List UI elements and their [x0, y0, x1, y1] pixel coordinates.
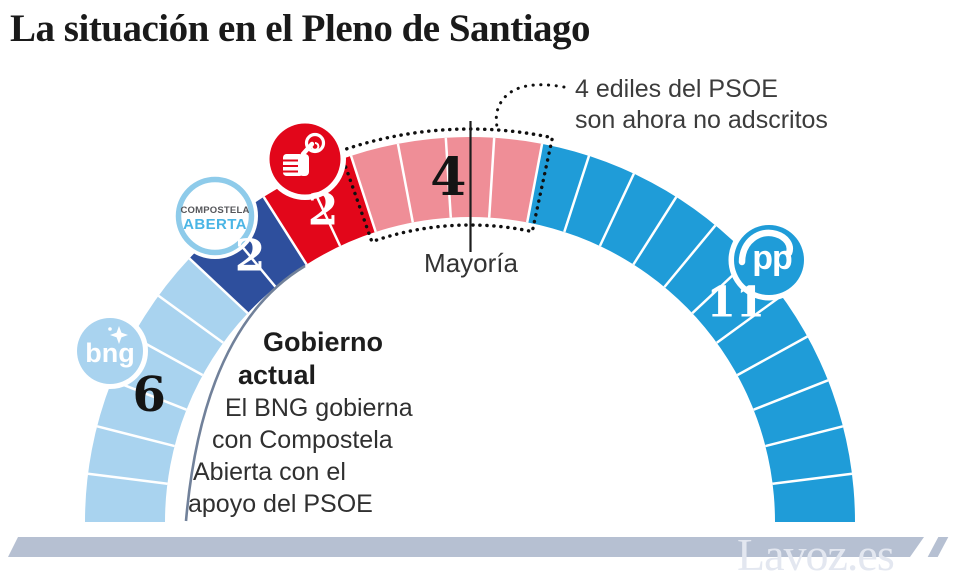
annotation-leader-line: [494, 83, 566, 133]
seat-divider: [598, 173, 636, 247]
government-note-line: Abierta con el: [193, 458, 346, 486]
government-bracket-line: [184, 264, 306, 522]
highlight-dotted-outline: [337, 127, 555, 244]
compostela-aberta-logo: COMPOSTELA ABERTA: [172, 173, 258, 259]
pp-logo-text: pp: [752, 239, 792, 277]
seat-divider: [396, 143, 415, 223]
seat-divider: [349, 155, 377, 233]
seat-dividers: [87, 137, 853, 486]
seat-divider: [765, 425, 844, 448]
ca-logo-halo: [172, 173, 258, 259]
party-seat-count-psoe: 2: [308, 184, 339, 235]
annotation-line2: son ahora no adscritos: [575, 106, 828, 134]
government-note-line: apoyo del PSOE: [188, 490, 373, 518]
seat-divider: [753, 379, 829, 411]
party-seat-count-pp: 11: [707, 278, 765, 327]
pp-logo: pp: [728, 219, 810, 301]
seat-divider: [525, 143, 544, 223]
ca-logo-circle: [175, 176, 255, 256]
seat-divider: [716, 294, 783, 344]
party-seat-count-bng: 6: [132, 367, 165, 423]
no-adscritos-dotted-outline: [337, 127, 555, 244]
party-seat-count-psoe-no-adscritos: 4: [430, 147, 466, 208]
party-seat-count-compostela-aberta: 2: [235, 231, 266, 282]
party-sector-pp: [527, 143, 855, 522]
seat-divider: [96, 425, 175, 448]
government-note-line: El BNG gobierna: [225, 394, 413, 422]
seat-divider: [157, 294, 224, 344]
psoe-fist-rose-icon: [283, 132, 326, 176]
government-note-heading-line2: actual: [238, 360, 317, 390]
ca-logo-text-line2: ABERTA: [183, 216, 247, 233]
pp-logo-halo: [728, 219, 810, 301]
bng-logo: bng: [72, 313, 148, 389]
watermark-text: Lavoz.es: [737, 529, 895, 571]
psoe-logo: [264, 118, 346, 200]
annotation-line1: 4 ediles del PSOE: [575, 75, 778, 103]
government-note-heading-line1: Gobierno: [263, 327, 383, 357]
seat-divider: [772, 472, 853, 486]
party-sector-psoe-no-adscritos: [351, 136, 543, 232]
annotation: 4 ediles del PSOE son ahora no adscritos: [575, 74, 828, 136]
seat-divider: [736, 335, 809, 377]
seat-divider: [563, 155, 591, 233]
seat-divider: [487, 137, 496, 218]
seat-divider: [262, 196, 308, 266]
page-title: La situación en el Pleno de Santiago: [10, 7, 591, 50]
seat-segments: [85, 136, 855, 522]
watermark-band: [8, 537, 924, 557]
bng-star-icon: [108, 326, 128, 344]
seat-count-labels: 6 22 4 11: [132, 147, 765, 423]
government-note: Gobierno actual El BNG gobierna con Comp…: [150, 326, 440, 520]
ca-logo-text-line1: COMPOSTELA: [180, 205, 249, 216]
seat-divider: [444, 137, 453, 218]
seat-divider: [663, 224, 717, 288]
bng-logo-halo: [72, 313, 148, 389]
seat-divider: [632, 196, 678, 266]
psoe-logo-halo: [264, 118, 346, 200]
bng-logo-text: bng: [85, 338, 134, 368]
party-sector-bng: [85, 258, 248, 522]
seat-divider: [188, 257, 249, 315]
majority-label: Mayoría: [424, 248, 518, 278]
pp-gaviota-icon: [738, 229, 793, 266]
seat-divider: [87, 472, 168, 486]
government-note-line: con Compostela: [212, 426, 393, 454]
